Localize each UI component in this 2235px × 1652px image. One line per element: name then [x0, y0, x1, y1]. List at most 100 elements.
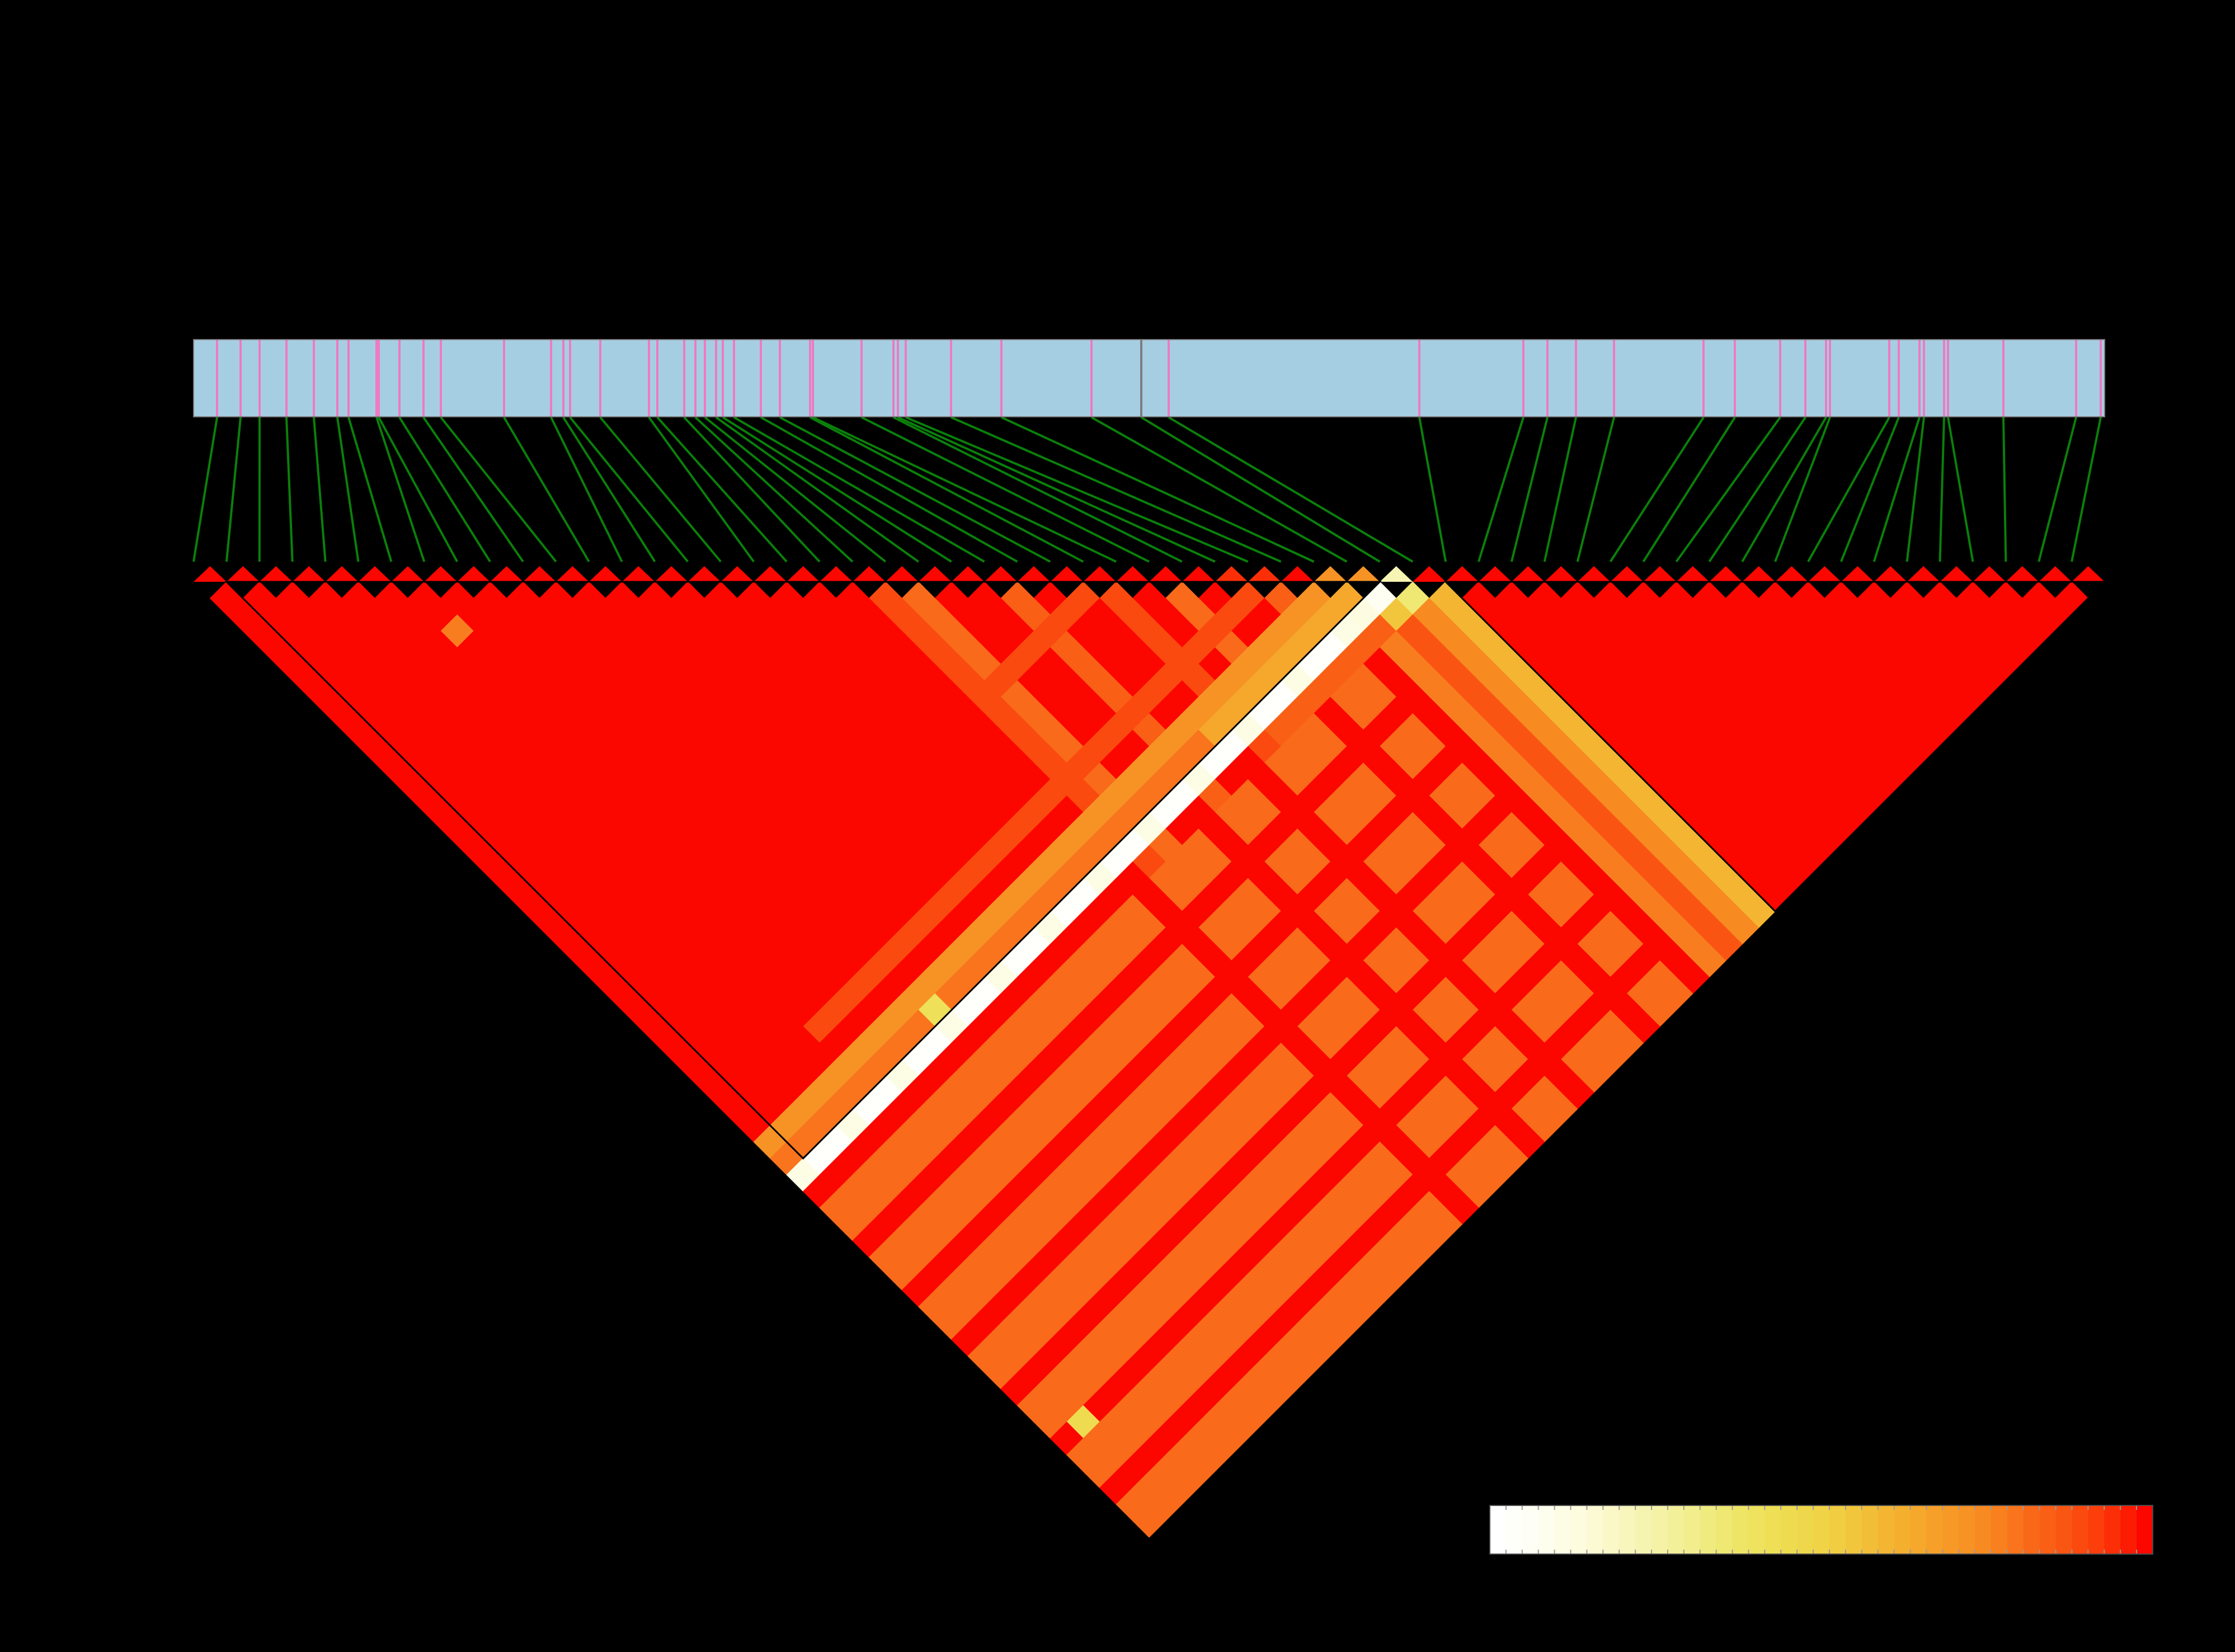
connector-line — [760, 416, 1018, 563]
ld-cell — [1412, 927, 1446, 962]
ld-cell — [457, 729, 491, 764]
ld-cell — [473, 614, 507, 648]
ld-cell — [786, 1026, 820, 1060]
ld-cell — [1379, 597, 1413, 632]
ld-cell — [852, 894, 886, 929]
ld-cell — [1709, 894, 1743, 929]
ld-cell — [1000, 1273, 1034, 1307]
ld-cell — [918, 1289, 952, 1324]
ld-cell — [918, 894, 952, 929]
ld-cell — [1330, 1075, 1364, 1110]
ld-cell — [1775, 630, 1809, 665]
ld-cell — [1824, 581, 1858, 615]
legend-segment — [1813, 1505, 1830, 1554]
ld-cell — [605, 911, 639, 945]
ld-cell — [1132, 1504, 1166, 1538]
ld-cell — [1396, 581, 1430, 615]
ld-cell — [753, 729, 787, 764]
legend-segment — [1587, 1505, 1603, 1554]
ld-cell — [1050, 894, 1084, 929]
ld-cell — [1709, 763, 1743, 797]
ld-cell — [967, 1009, 1001, 1044]
ld-cell — [967, 779, 1001, 813]
ld-cell — [539, 647, 573, 681]
ld-cell — [1099, 581, 1133, 615]
ld-cell — [374, 614, 408, 648]
ld-cell — [1527, 713, 1561, 747]
ld-cell — [1248, 597, 1282, 632]
ld-cell — [1264, 1372, 1298, 1406]
ld-cell — [1544, 861, 1578, 896]
ld-cell — [1445, 927, 1479, 962]
ld-cell — [720, 630, 754, 665]
legend-segment — [2088, 1505, 2105, 1554]
ld-cell — [967, 713, 1001, 747]
ld-cell — [473, 581, 507, 615]
ld-cell — [984, 763, 1018, 797]
marker-tooth — [1874, 566, 1907, 582]
ld-cell — [1066, 614, 1100, 648]
ld-cell — [572, 878, 606, 912]
ld-cell — [1478, 861, 1512, 896]
ld-cell — [671, 614, 705, 648]
ld-cell — [1412, 1059, 1446, 1093]
ld-cell — [852, 630, 886, 665]
ld-cell — [918, 630, 952, 665]
connector-line — [398, 416, 491, 563]
ld-cell — [1215, 597, 1249, 632]
ld-cell — [885, 763, 919, 797]
ld-cell — [1132, 1042, 1166, 1077]
ld-cell — [1231, 746, 1265, 780]
marker-tooth — [1314, 566, 1347, 582]
ld-cell — [967, 614, 1001, 648]
marker-tooth — [1643, 566, 1677, 582]
connector-line — [1168, 416, 1414, 563]
ld-cell — [802, 614, 837, 648]
ld-cell — [720, 927, 754, 962]
ld-cell — [1445, 729, 1479, 764]
ld-cell — [1215, 729, 1249, 764]
ld-cell — [1066, 713, 1100, 747]
ld-cell — [1280, 894, 1315, 929]
ld-cell — [1461, 1042, 1496, 1077]
connector-line — [715, 416, 919, 563]
ld-cell — [704, 1042, 738, 1077]
ld-cell — [1527, 581, 1561, 615]
ld-cell — [1560, 779, 1594, 813]
ld-cell — [1215, 1256, 1249, 1291]
ld-cell — [1033, 779, 1067, 813]
ld-cell — [1890, 614, 1924, 648]
ld-cell — [1132, 1273, 1166, 1307]
ld-cell — [951, 1289, 985, 1324]
ld-cell — [1215, 763, 1249, 797]
ld-cell — [1412, 861, 1446, 896]
legend-segment — [2055, 1505, 2073, 1554]
ld-cell — [1643, 861, 1677, 896]
ld-cell — [1215, 861, 1249, 896]
ld-cell — [1428, 878, 1463, 912]
ld-cell — [1527, 911, 1561, 945]
ld-cell — [621, 927, 656, 962]
ld-cell — [1494, 1075, 1529, 1110]
ld-cell — [1379, 630, 1413, 665]
ld-cell — [753, 1059, 787, 1093]
ld-cell — [671, 1009, 705, 1044]
ld-cell — [1544, 729, 1578, 764]
ld-cell — [852, 597, 886, 632]
ld-cell — [852, 927, 886, 962]
ld-cell — [1280, 763, 1315, 797]
marker-tooth — [721, 566, 754, 582]
ld-cell — [852, 729, 886, 764]
ld-cell — [951, 861, 985, 896]
ld-cell — [1461, 1075, 1496, 1110]
ld-cell — [1313, 861, 1348, 896]
marker-tooth — [1808, 566, 1841, 582]
ld-cell — [1132, 713, 1166, 747]
ld-cell — [901, 581, 935, 615]
ld-cell — [1066, 1009, 1100, 1044]
ld-cell — [1511, 729, 1545, 764]
ld-cell — [1593, 911, 1627, 945]
ld-cell — [1709, 729, 1743, 764]
ld-cell — [1330, 1042, 1364, 1077]
ld-cell — [1215, 1289, 1249, 1324]
